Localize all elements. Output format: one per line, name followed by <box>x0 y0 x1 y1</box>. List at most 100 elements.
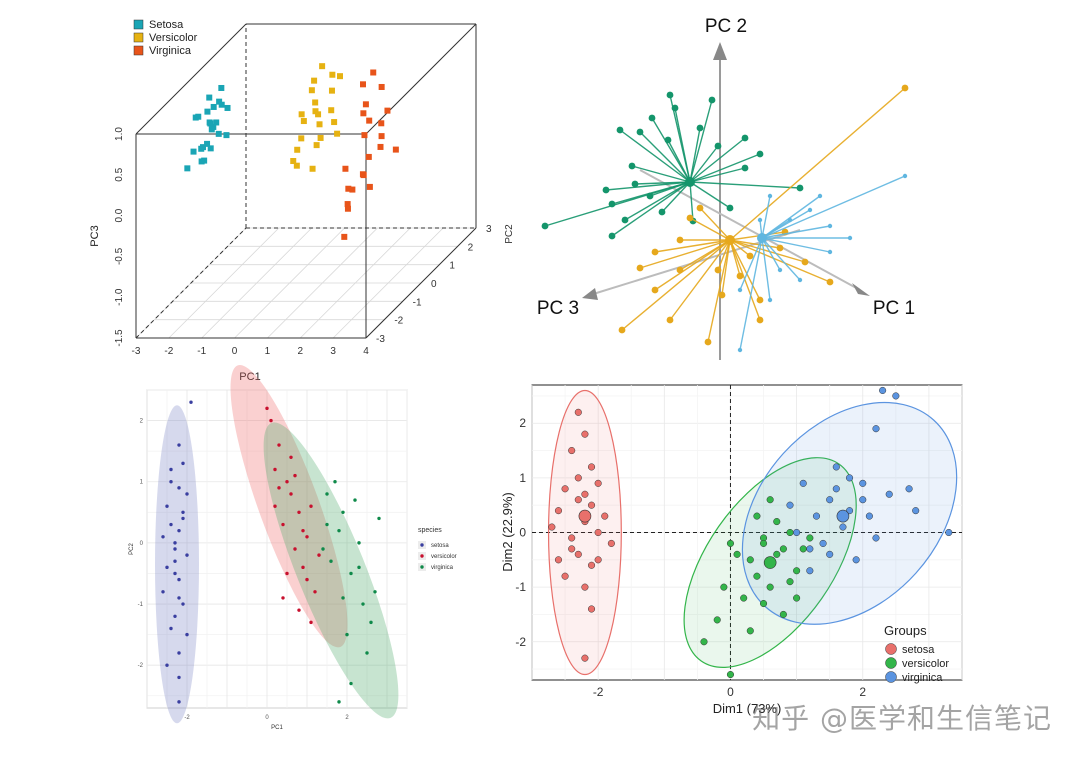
side-axis-label: PC2 <box>504 224 515 244</box>
point-virginica <box>333 480 337 484</box>
point-versicolor <box>733 550 741 558</box>
vector-versicolor <box>669 239 731 321</box>
vector-virginica <box>761 175 906 239</box>
point-setosa <box>216 98 223 105</box>
centroid-versicolor <box>725 235 735 245</box>
vector-setosa <box>624 181 691 221</box>
vector-tip-setosa <box>646 192 654 200</box>
y-tick-label: -1 <box>515 580 526 594</box>
vector-tip-setosa <box>541 222 549 230</box>
y-tick-label: 0 <box>431 279 437 290</box>
y-tick-label: 2 <box>519 416 526 430</box>
z-tick-label: -0.5 <box>114 247 125 265</box>
vector-tip-setosa <box>741 134 749 142</box>
point-versicolor <box>281 596 285 600</box>
point-setosa <box>548 523 556 531</box>
legend-label-versicolor: versicolor <box>431 554 457 560</box>
point-setosa <box>561 572 569 580</box>
vector-versicolor <box>707 239 731 343</box>
point-virginica <box>912 507 920 515</box>
vector-setosa <box>689 145 719 183</box>
point-virginica <box>378 120 385 127</box>
point-virginica <box>826 496 834 504</box>
x-tick-label: 0 <box>232 346 238 357</box>
point-virginica <box>377 143 384 150</box>
vector-tip-virginica <box>737 287 743 293</box>
point-virginica <box>806 567 814 575</box>
x-axis-title: PC1 <box>239 371 260 383</box>
point-versicolor <box>277 486 281 490</box>
point-virginica <box>366 183 373 190</box>
point-setosa <box>218 84 225 91</box>
point-virginica <box>872 425 880 433</box>
point-setosa <box>169 480 173 484</box>
point-virginica <box>349 186 356 193</box>
z-tick-label: -1.5 <box>114 329 125 347</box>
centroid-virginica <box>836 509 850 523</box>
point-versicolor <box>269 418 273 423</box>
y-tick-label: -2 <box>515 635 526 649</box>
vector-tip-setosa <box>628 162 636 170</box>
z-axis-title: PC3 <box>89 225 101 246</box>
vector-tip-virginica <box>777 267 783 273</box>
legend-label-versicolor: Versicolor <box>149 32 198 44</box>
point-versicolor <box>290 158 297 165</box>
vector-virginica <box>761 225 831 239</box>
point-virginica <box>826 550 834 558</box>
point-setosa <box>574 408 582 416</box>
point-virginica <box>845 474 854 482</box>
point-virginica <box>360 81 366 88</box>
vector-tip-versicolor <box>686 214 694 222</box>
legend-dot-setosa <box>885 643 897 655</box>
point-setosa <box>223 132 230 139</box>
point-virginica <box>373 590 377 594</box>
vector-tip-setosa <box>658 208 666 216</box>
x-tick-label: -3 <box>132 346 141 357</box>
point-virginica <box>832 463 840 471</box>
point-setosa <box>581 654 589 662</box>
x-tick-label: 0 <box>265 715 269 721</box>
vector-virginica <box>761 237 771 301</box>
vector-tip-versicolor <box>651 286 659 294</box>
point-setosa <box>568 545 576 553</box>
legend-dot-virginica <box>885 671 897 683</box>
point-versicolor <box>305 535 309 539</box>
point-versicolor <box>301 528 305 533</box>
point-setosa <box>581 490 589 498</box>
point-setosa <box>594 479 602 487</box>
point-virginica <box>819 539 827 547</box>
point-versicolor <box>309 165 316 172</box>
point-versicolor <box>298 135 305 142</box>
point-versicolor <box>300 118 307 125</box>
point-setosa <box>224 104 231 111</box>
point-setosa <box>554 556 563 564</box>
point-virginica <box>365 651 369 655</box>
point-setosa <box>169 626 173 631</box>
vector-tip-versicolor <box>676 266 684 274</box>
x-tick-label: -2 <box>164 346 173 357</box>
point-versicolor <box>297 510 301 515</box>
point-setosa <box>594 556 602 564</box>
vector-tip-versicolor <box>718 291 726 299</box>
point-versicolor <box>759 539 768 547</box>
point-virginica <box>799 479 807 487</box>
vector-setosa <box>611 181 691 237</box>
vector-setosa <box>689 181 801 189</box>
vector-tip-versicolor <box>801 258 809 266</box>
point-setosa <box>181 516 185 521</box>
vector-tip-versicolor <box>651 248 659 256</box>
point-virginica <box>353 498 357 502</box>
point-virginica <box>859 479 867 487</box>
point-setosa <box>177 700 181 704</box>
vector-virginica <box>739 237 763 351</box>
point-virginica <box>325 492 329 496</box>
vector-tip-setosa <box>671 104 679 112</box>
point-versicolor <box>309 620 313 625</box>
vector-tip-setosa <box>636 128 644 136</box>
point-setosa <box>181 602 185 606</box>
point-versicolor <box>293 162 300 169</box>
vector-tip-virginica <box>902 173 908 179</box>
point-setosa <box>568 447 576 455</box>
vector-setosa <box>689 167 746 183</box>
vector-tip-virginica <box>827 249 833 255</box>
